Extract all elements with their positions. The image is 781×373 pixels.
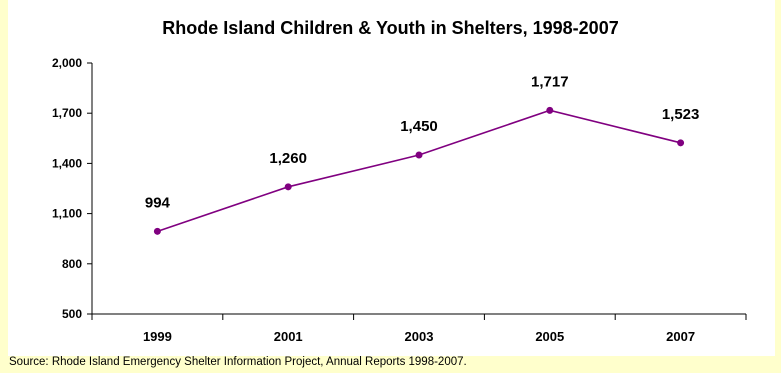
data-label: 994 bbox=[145, 194, 171, 211]
y-tick-label: 1,400 bbox=[52, 156, 82, 170]
chart-title: Rhode Island Children & Youth in Shelter… bbox=[162, 18, 619, 38]
x-tick-label: 1999 bbox=[143, 329, 172, 344]
data-label: 1,260 bbox=[269, 150, 307, 167]
data-point bbox=[415, 151, 423, 159]
x-tick-label: 2005 bbox=[535, 329, 564, 344]
y-tick-label: 1,100 bbox=[52, 207, 82, 221]
data-label: 1,717 bbox=[531, 73, 569, 90]
y-tick-label: 500 bbox=[62, 307, 82, 321]
data-point bbox=[153, 227, 161, 235]
y-tick-label: 800 bbox=[62, 257, 82, 271]
data-point bbox=[284, 183, 292, 191]
y-tick-label: 1,700 bbox=[52, 106, 82, 120]
data-label: 1,523 bbox=[662, 106, 700, 123]
data-label: 1,450 bbox=[400, 118, 438, 135]
x-tick-label: 2007 bbox=[666, 329, 695, 344]
x-tick-label: 2003 bbox=[405, 329, 434, 344]
x-tick-label: 2001 bbox=[274, 329, 303, 344]
source-note: Source: Rhode Island Emergency Shelter I… bbox=[9, 356, 467, 368]
data-point bbox=[677, 139, 685, 147]
y-tick-label: 2,000 bbox=[52, 56, 82, 70]
chart-area bbox=[8, 0, 775, 356]
data-point bbox=[546, 106, 554, 114]
